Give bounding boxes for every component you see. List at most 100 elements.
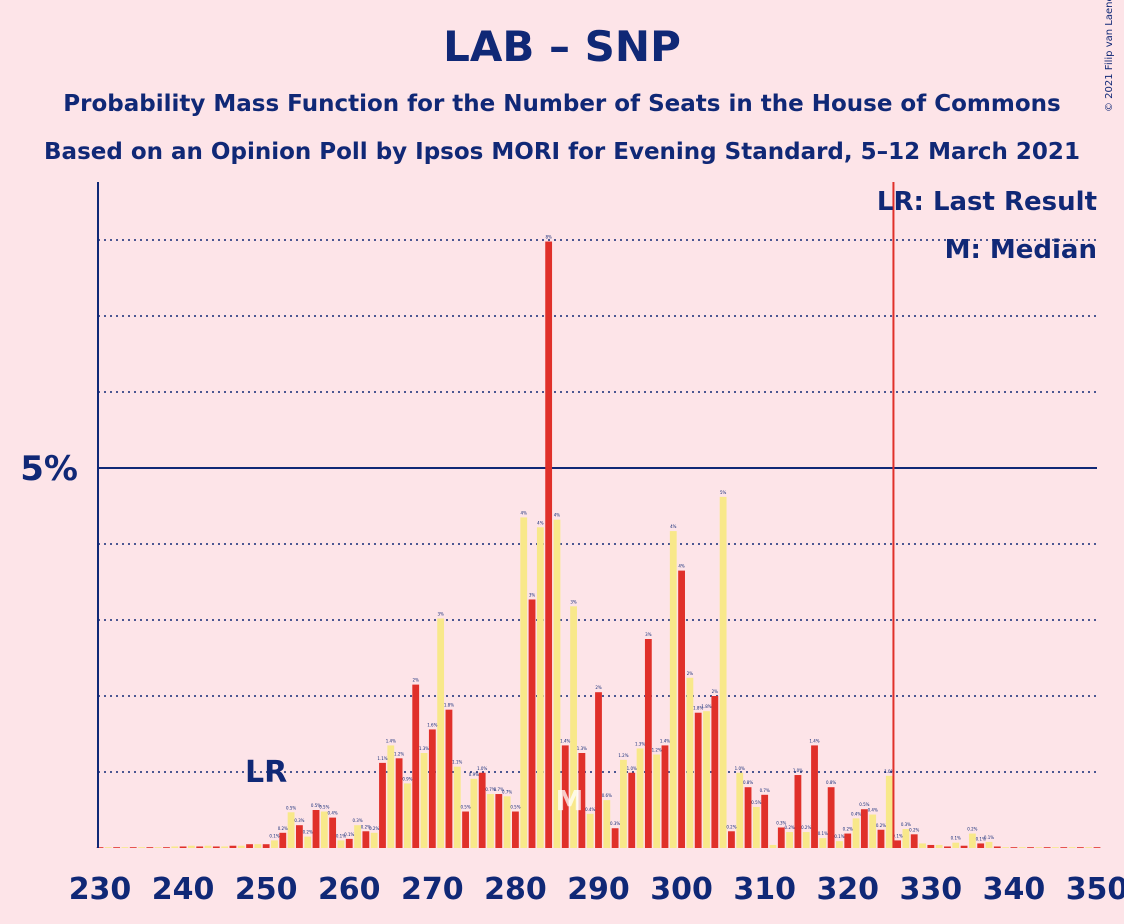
bar-seat-342 (1027, 847, 1034, 848)
bar-seat-346 (1060, 847, 1068, 848)
bar-seat-278 (495, 794, 503, 848)
bar-label-seat-291: 0.6% (602, 793, 612, 798)
bar-seat-286 (561, 745, 569, 848)
bar-seat-259 (337, 840, 345, 848)
bar-seat-324 (877, 829, 885, 848)
bar-label-seat-298: 1.4% (660, 738, 670, 743)
bar-seat-288 (578, 753, 586, 848)
bar-label-seat-253: 0.5% (286, 805, 296, 810)
bar-seat-309 (752, 806, 760, 848)
bar-label-seat-258: 0.4% (328, 811, 338, 816)
bar-seat-264 (379, 762, 386, 848)
bar-label-seat-254: 0.3% (294, 818, 304, 823)
bar-seat-335 (968, 833, 976, 848)
bar-label-seat-251: 0.1% (269, 833, 279, 838)
bar-label-seat-270: 1.6% (427, 722, 437, 727)
bar-seat-341 (1018, 847, 1026, 848)
bar-label-seat-309: 0.5% (751, 800, 761, 805)
bar-label-seat-327: 0.3% (901, 822, 911, 827)
bar-seat-292 (611, 828, 619, 848)
bar-label-seat-269: 1.3% (419, 746, 429, 751)
bar-seat-307 (736, 772, 744, 848)
bar-label-seat-307: 1.0% (735, 766, 745, 771)
bar-seat-333 (952, 842, 960, 848)
bar-seat-263 (370, 832, 378, 848)
bar-seat-299 (669, 531, 677, 848)
legend-median: M: Median (945, 235, 1097, 265)
bar-label-seat-312: 0.3% (776, 820, 786, 825)
bar-seat-308 (744, 787, 752, 848)
bar-seat-323 (869, 814, 877, 848)
bar-seat-275 (470, 778, 478, 848)
bar-label-seat-290: 2% (595, 685, 602, 690)
bar-label-seat-336: 0.1% (976, 836, 986, 841)
bar-seat-311 (769, 844, 777, 848)
bar-seat-298 (661, 745, 669, 848)
bar-seat-293 (620, 759, 627, 848)
bar-label-seat-306: 0.2% (726, 824, 736, 829)
bar-label-seat-304: 2% (712, 689, 719, 694)
bar-seat-266 (395, 758, 403, 848)
bar-seat-350 (1093, 847, 1101, 848)
bar-seat-295 (636, 748, 644, 848)
bar-seat-241 (187, 845, 195, 848)
bar-seat-261 (354, 825, 361, 848)
x-tick-230: 230 (69, 872, 132, 907)
bar-label-seat-337: 0.1% (984, 835, 994, 840)
bar-seat-284 (545, 241, 553, 848)
bar-label-seat-325: 1.0% (884, 769, 894, 774)
bar-label-seat-299: 4% (670, 524, 677, 529)
bar-label-seat-300: 4% (678, 564, 685, 569)
bar-seat-255 (304, 836, 312, 848)
bar-seat-326 (894, 840, 902, 848)
bar-seat-294 (628, 772, 636, 848)
bar-seat-318 (827, 787, 835, 848)
bar-seat-348 (1076, 847, 1084, 848)
bar-seat-248 (246, 844, 253, 848)
bar-seat-239 (171, 846, 179, 848)
bar-seat-282 (528, 599, 536, 848)
bar-seat-291 (603, 800, 611, 848)
bar-label-seat-264: 1.1% (377, 756, 387, 761)
bar-seat-236 (146, 847, 154, 848)
bar-label-seat-257: 0.5% (319, 805, 329, 810)
bar-label-seat-303: 1.8% (701, 704, 711, 709)
bar-label-seat-288: 1.3% (577, 746, 587, 751)
bar-label-seat-284: 8% (545, 235, 552, 240)
chart-subtitle: Probability Mass Function for the Number… (63, 91, 1061, 117)
bar-seat-316 (811, 745, 818, 848)
bar-seat-313 (786, 832, 793, 848)
bar-label-seat-252: 0.2% (278, 826, 288, 831)
bar-seat-319 (836, 841, 843, 848)
x-tick-340: 340 (983, 872, 1046, 907)
bar-label-seat-323: 0.4% (868, 808, 878, 813)
bar-seat-336 (977, 843, 985, 848)
bar-label-seat-292: 0.3% (610, 821, 620, 826)
bar-seat-272 (445, 709, 453, 848)
bar-label-seat-280: 0.5% (510, 805, 520, 810)
bar-label-seat-281: 4% (521, 510, 528, 515)
x-tick-290: 290 (567, 872, 630, 907)
bar-label-seat-318: 0.8% (826, 780, 836, 785)
bar-seat-325 (885, 775, 893, 848)
x-tick-250: 250 (235, 872, 298, 907)
bar-seat-329 (919, 843, 926, 848)
bar-seat-244 (212, 846, 220, 848)
bar-seat-242 (196, 846, 204, 848)
bar-seat-269 (420, 753, 428, 848)
bar-seat-265 (387, 745, 395, 848)
bar-label-seat-260: 0.1% (344, 832, 354, 837)
bar-seat-306 (728, 831, 735, 848)
last-result-marker: LR (245, 755, 287, 790)
bar-seat-249 (254, 844, 262, 848)
bar-seat-245 (221, 846, 229, 848)
bar-seat-267 (404, 783, 411, 848)
bar-seat-230 (96, 847, 104, 848)
x-tick-240: 240 (152, 872, 215, 907)
bar-label-seat-261: 0.3% (352, 818, 362, 823)
bar-seat-251 (271, 840, 278, 848)
bar-label-seat-268: 2% (413, 678, 420, 683)
bar-label-seat-286: 1.4% (560, 738, 570, 743)
bar-seat-344 (1043, 847, 1051, 848)
bar-seat-296 (644, 639, 652, 848)
